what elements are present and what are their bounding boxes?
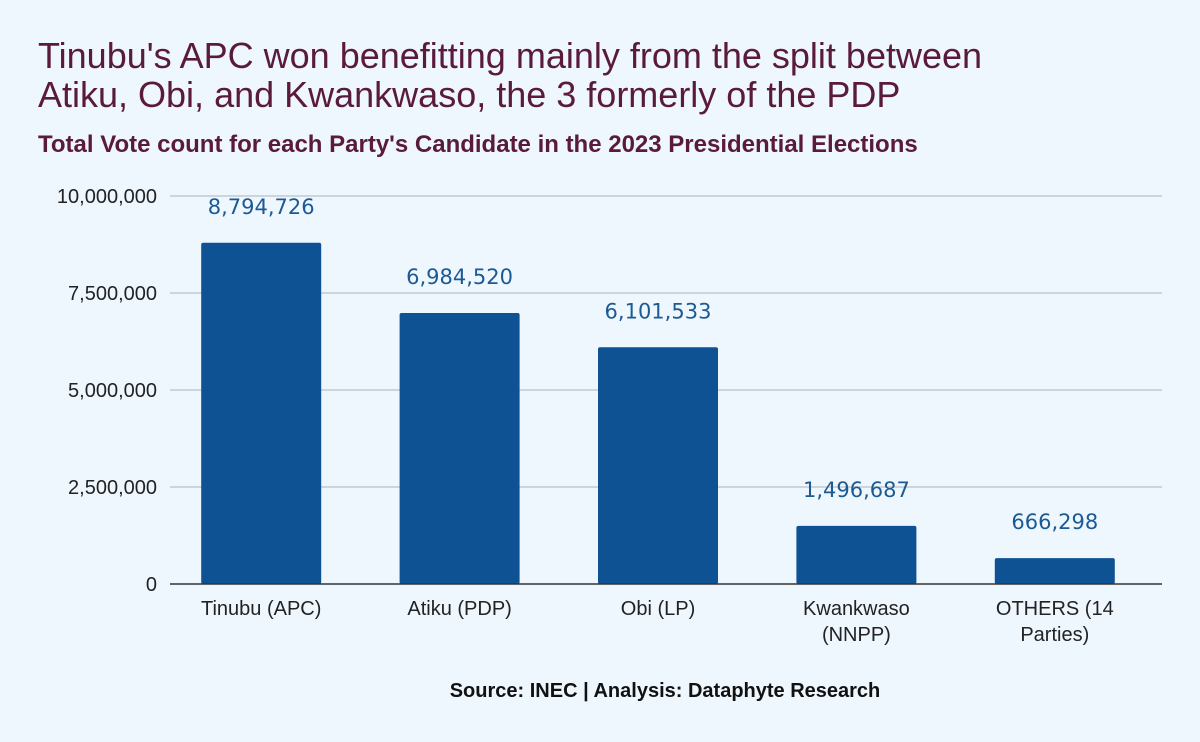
y-axis-tick-labels: 0 2,500,000 5,000,000 7,500,000 10,000,000 xyxy=(57,186,157,596)
source-note: Source: INEC | Analysis: Dataphyte Resea… xyxy=(449,680,881,702)
bar xyxy=(994,558,1115,584)
x-category-label: Kwankwaso xyxy=(803,598,910,620)
y-tick-label: 10,000,000 xyxy=(57,186,157,208)
x-category-label: Parties) xyxy=(1020,624,1089,646)
chart-subtitle: Total Vote count for each Party's Candid… xyxy=(38,131,918,158)
bars xyxy=(201,242,1115,584)
data-label: 666,298 xyxy=(1011,510,1098,534)
gridlines xyxy=(170,195,1162,488)
y-tick-label: 0 xyxy=(146,574,157,596)
bar xyxy=(598,347,718,584)
x-category-label: Atiku (PDP) xyxy=(407,598,511,620)
bar xyxy=(796,525,917,584)
data-label: 8,794,726 xyxy=(208,195,315,219)
chart-title-line-1: Tinubu's APC won benefitting mainly from… xyxy=(38,35,983,76)
x-axis-category-labels: Tinubu (APC) Atiku (PDP) Obi (LP) Kwankwaso… xyxy=(201,598,1114,646)
y-tick-label: 2,500,000 xyxy=(68,477,157,499)
x-category-label: (NNPP) xyxy=(822,624,891,646)
data-labels: 8,794,726 6,984,520 6,101,533 1,496,687 666,… xyxy=(208,195,1098,534)
y-tick-label: 7,500,000 xyxy=(68,283,157,305)
x-category-label: Obi (LP) xyxy=(621,598,695,620)
chart-title-line-2: Atiku, Obi, and Kwankwaso, the 3 formerl… xyxy=(38,74,901,115)
y-tick-label: 5,000,000 xyxy=(68,380,157,402)
data-label: 1,496,687 xyxy=(803,478,910,502)
x-category-label: OTHERS (14 xyxy=(996,598,1114,620)
bar xyxy=(201,242,322,584)
data-label: 6,101,533 xyxy=(605,299,712,323)
bar xyxy=(399,313,520,584)
data-label: 6,984,520 xyxy=(406,265,513,289)
x-category-label: Tinubu (APC) xyxy=(201,598,321,620)
chart-title: Tinubu's APC won benefitting mainly from… xyxy=(38,36,1178,114)
